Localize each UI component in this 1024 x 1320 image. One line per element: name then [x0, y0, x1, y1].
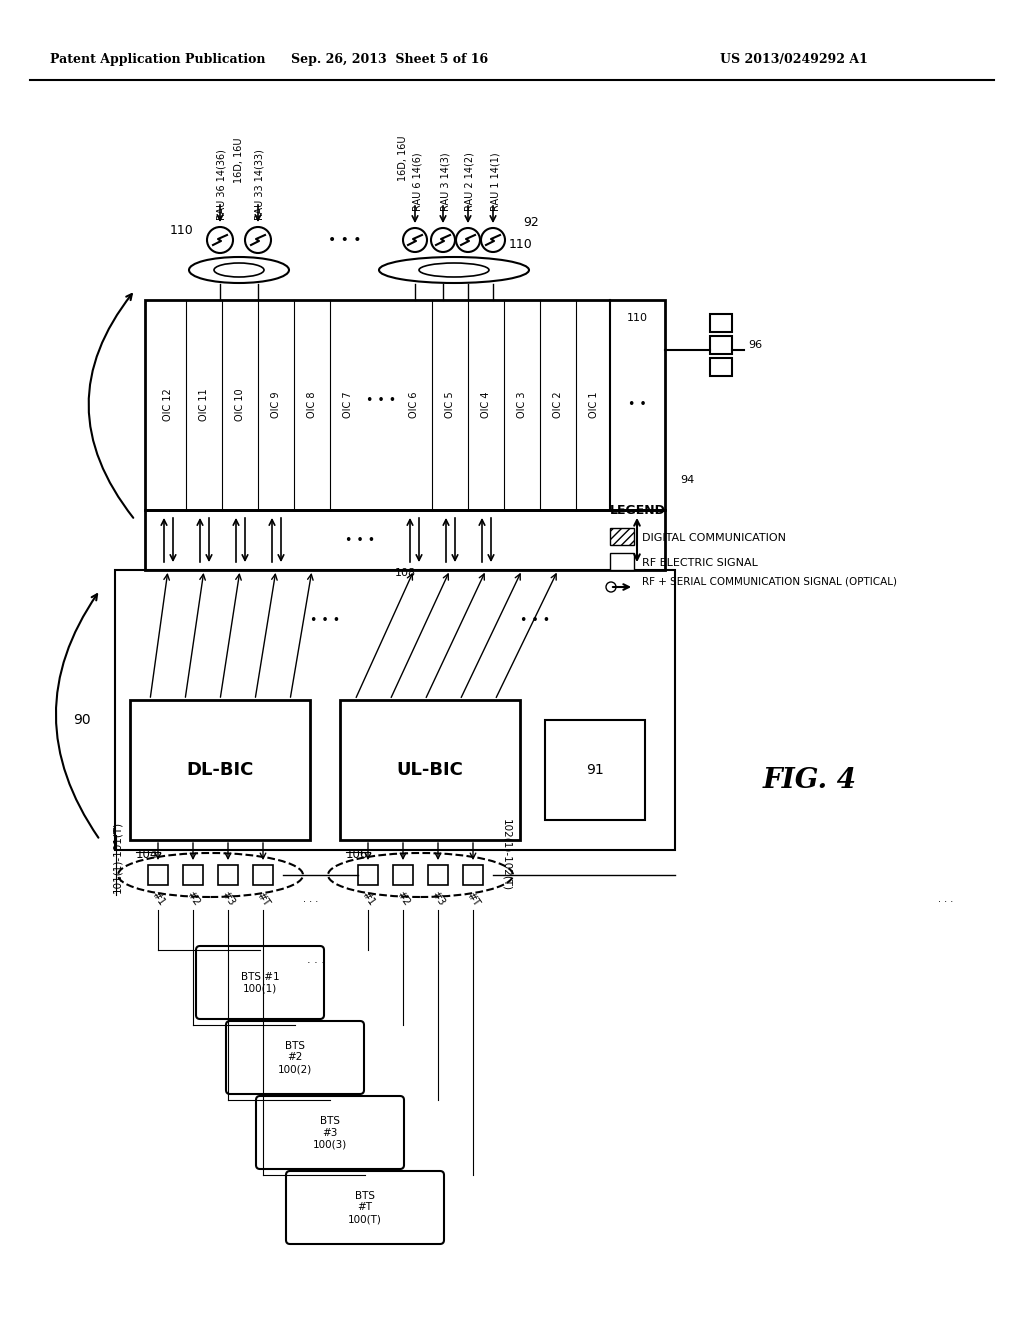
Text: OIC 8: OIC 8 — [307, 392, 317, 418]
Bar — [710, 337, 732, 354]
Text: OIC 6: OIC 6 — [409, 392, 419, 418]
Bar — [463, 865, 483, 884]
Text: BTS #1
100(1): BTS #1 100(1) — [241, 972, 280, 993]
Text: • • •: • • • — [310, 614, 340, 627]
Text: RAU 6 14(6): RAU 6 14(6) — [412, 153, 422, 211]
Text: OIC 1: OIC 1 — [589, 392, 599, 418]
Bar — [145, 300, 665, 510]
Bar — [358, 865, 378, 884]
Text: RF + SERIAL COMMUNICATION SIGNAL (OPTICAL): RF + SERIAL COMMUNICATION SIGNAL (OPTICA… — [642, 577, 897, 587]
Bar — [218, 865, 238, 884]
Text: #3: #3 — [429, 890, 446, 908]
Text: OIC 9: OIC 9 — [271, 392, 281, 418]
Bar — [340, 700, 520, 840]
Text: 90: 90 — [73, 713, 91, 727]
Text: OIC 11: OIC 11 — [199, 388, 209, 421]
Text: Sep. 26, 2013  Sheet 5 of 16: Sep. 26, 2013 Sheet 5 of 16 — [292, 54, 488, 66]
Text: RAU 36 14(36): RAU 36 14(36) — [217, 149, 227, 220]
Bar — [710, 358, 732, 376]
Text: #T: #T — [255, 890, 271, 908]
Text: RAU 2 14(2): RAU 2 14(2) — [465, 153, 475, 211]
Text: 110: 110 — [627, 313, 648, 323]
Text: 110: 110 — [170, 223, 194, 236]
Text: FIG. 4: FIG. 4 — [763, 767, 857, 793]
Text: RAU 33 14(33): RAU 33 14(33) — [255, 149, 265, 220]
Text: BTS
#3
100(3): BTS #3 100(3) — [313, 1115, 347, 1150]
Text: #T: #T — [465, 890, 481, 908]
Text: 92: 92 — [523, 215, 539, 228]
Text: US 2013/0249292 A1: US 2013/0249292 A1 — [720, 54, 868, 66]
Text: UL-BIC: UL-BIC — [396, 762, 464, 779]
Bar — [115, 570, 675, 850]
Text: 94: 94 — [680, 475, 694, 484]
Text: OIC 12: OIC 12 — [163, 388, 173, 421]
Text: RAU 3 14(3): RAU 3 14(3) — [440, 153, 450, 211]
Bar — [183, 865, 203, 884]
Text: #3: #3 — [219, 890, 237, 908]
Text: RF ELECTRIC SIGNAL: RF ELECTRIC SIGNAL — [642, 558, 758, 568]
Text: BTS
#2
100(2): BTS #2 100(2) — [278, 1041, 312, 1074]
Text: 106: 106 — [346, 847, 369, 861]
Bar — [610, 553, 634, 570]
Bar — [710, 314, 732, 333]
Text: #1: #1 — [150, 890, 167, 908]
Bar — [148, 865, 168, 884]
Text: OIC 2: OIC 2 — [553, 392, 563, 418]
Text: BTS
#T
100(T): BTS #T 100(T) — [348, 1191, 382, 1224]
Text: . . .: . . . — [938, 894, 953, 904]
Text: Patent Application Publication: Patent Application Publication — [50, 54, 265, 66]
Bar — [545, 719, 645, 820]
Bar — [130, 700, 310, 840]
Text: • •: • • — [628, 399, 647, 412]
Text: 16D, 16U: 16D, 16U — [234, 137, 244, 182]
Text: OIC 4: OIC 4 — [481, 392, 490, 418]
Text: • • •: • • • — [366, 393, 396, 407]
Text: 104: 104 — [136, 847, 159, 861]
Text: DIGITAL COMMUNICATION: DIGITAL COMMUNICATION — [642, 533, 786, 543]
Text: OIC 10: OIC 10 — [234, 388, 245, 421]
Text: . . .: . . . — [303, 894, 318, 904]
Text: 96: 96 — [748, 341, 762, 350]
Text: #1: #1 — [359, 890, 377, 908]
Bar — [253, 865, 273, 884]
Text: • • •: • • • — [345, 533, 375, 546]
Text: 102(1)-102(T): 102(1)-102(T) — [501, 818, 511, 891]
Text: RAU 1 14(1): RAU 1 14(1) — [490, 153, 500, 211]
Text: • • •: • • • — [520, 614, 550, 627]
Text: 16D, 16U: 16D, 16U — [398, 135, 408, 181]
Bar — [428, 865, 449, 884]
Text: 110: 110 — [509, 239, 532, 252]
Bar — [610, 528, 634, 545]
Text: #2: #2 — [184, 890, 202, 908]
Text: OIC 3: OIC 3 — [517, 392, 527, 418]
Bar — [393, 865, 413, 884]
Text: • • •: • • • — [329, 234, 361, 247]
Text: DL-BIC: DL-BIC — [186, 762, 254, 779]
Text: LEGEND: LEGEND — [610, 503, 666, 516]
Text: OIC 7: OIC 7 — [343, 392, 353, 418]
Text: 108: 108 — [394, 568, 416, 578]
Text: 101(1)-101(T): 101(1)-101(T) — [112, 821, 122, 894]
Bar — [145, 510, 665, 570]
Text: 91: 91 — [586, 763, 604, 777]
Text: OIC 5: OIC 5 — [445, 392, 455, 418]
Text: . . .: . . . — [306, 954, 325, 965]
Text: #2: #2 — [394, 890, 412, 908]
